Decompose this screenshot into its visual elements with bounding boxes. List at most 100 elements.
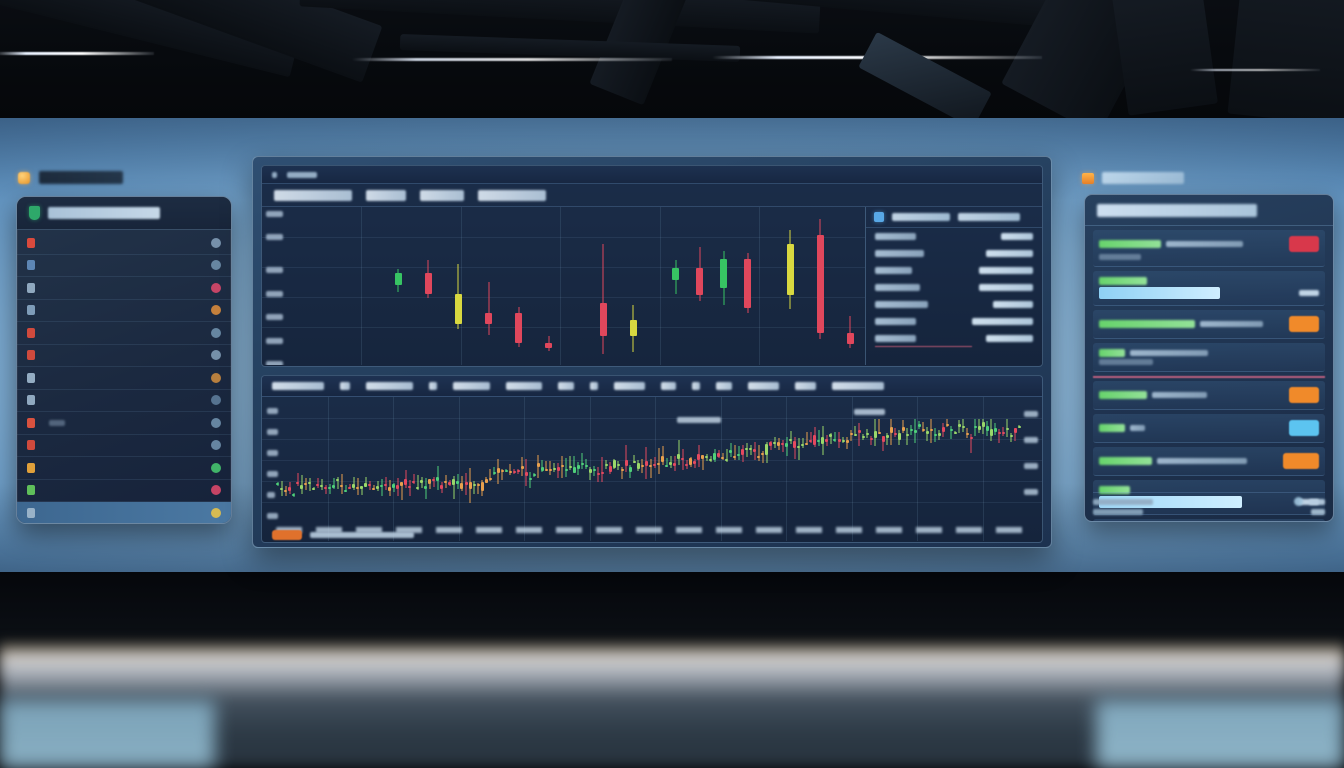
toolbar-overlay[interactable] bbox=[453, 382, 490, 390]
gridline bbox=[262, 237, 865, 238]
refresh-icon[interactable] bbox=[1294, 497, 1303, 506]
candle bbox=[921, 415, 925, 541]
sidebar-item-execution[interactable] bbox=[17, 412, 231, 435]
tab-distribution[interactable] bbox=[478, 189, 546, 201]
candle bbox=[368, 415, 372, 541]
risk-card[interactable] bbox=[1093, 310, 1325, 339]
risk-card[interactable] bbox=[1093, 380, 1325, 410]
gear-icon bbox=[27, 507, 35, 518]
sidebar-item-alerts-notices[interactable] bbox=[17, 480, 231, 502]
candle-wick bbox=[553, 462, 555, 472]
candle-wick bbox=[650, 459, 651, 478]
tab-volume-profile[interactable] bbox=[274, 189, 353, 201]
candle-wick bbox=[886, 432, 888, 445]
candle-wick bbox=[746, 443, 748, 457]
toolbar-timeframes[interactable] bbox=[831, 382, 884, 390]
price-panel-tabs[interactable] bbox=[262, 184, 1042, 207]
toolbar-1d[interactable] bbox=[340, 382, 351, 390]
candle bbox=[304, 415, 308, 541]
candle-body bbox=[424, 486, 428, 490]
candle bbox=[653, 415, 656, 541]
sidebar-item-sector-rotation[interactable] bbox=[17, 277, 231, 300]
candle-body bbox=[689, 458, 693, 465]
candle-body bbox=[564, 469, 568, 472]
candle bbox=[336, 415, 340, 541]
sidebar-item-cloud-services[interactable] bbox=[17, 390, 231, 412]
risk-card[interactable] bbox=[1093, 343, 1325, 372]
metrics-row bbox=[866, 262, 1042, 279]
sidebar-item-order-flow[interactable] bbox=[17, 300, 231, 322]
candle-body bbox=[420, 480, 424, 484]
candle-body bbox=[713, 453, 717, 460]
toolbar-log[interactable] bbox=[716, 382, 732, 390]
candle bbox=[757, 415, 761, 541]
candle bbox=[520, 415, 524, 541]
toolbar-bar[interactable] bbox=[660, 382, 677, 390]
candle bbox=[713, 415, 717, 541]
sidebar-item-macro-indicators[interactable] bbox=[17, 367, 231, 390]
candle bbox=[292, 415, 296, 541]
candle bbox=[376, 415, 380, 541]
candle bbox=[568, 415, 572, 541]
candle-body bbox=[376, 486, 380, 490]
toolbar--[interactable] bbox=[429, 382, 438, 390]
candle-body bbox=[632, 461, 636, 464]
candle-body bbox=[1013, 428, 1017, 434]
cloud-icon bbox=[27, 395, 35, 406]
risk-card[interactable] bbox=[1093, 518, 1325, 521]
y-tick-right bbox=[1023, 437, 1038, 443]
intraday-candlestick-chart[interactable] bbox=[262, 397, 1042, 541]
candle bbox=[448, 415, 452, 541]
toolbar-export[interactable] bbox=[747, 382, 780, 390]
candle-body bbox=[364, 482, 368, 487]
candle bbox=[649, 415, 652, 541]
risk-card[interactable] bbox=[1093, 271, 1325, 306]
tab-intraday[interactable] bbox=[419, 189, 465, 201]
sidebar-item-volatility-cluster[interactable] bbox=[17, 232, 231, 255]
sidebar-item-net-liquidity[interactable] bbox=[17, 255, 231, 277]
toolbar-auto[interactable] bbox=[795, 382, 816, 390]
chart-toolbar[interactable] bbox=[262, 376, 1042, 397]
toolbar-timeframe[interactable] bbox=[366, 382, 414, 390]
toolbar-candle[interactable] bbox=[613, 382, 645, 390]
candle bbox=[596, 415, 600, 541]
volume-profile-chart[interactable] bbox=[262, 207, 865, 365]
candle-body bbox=[881, 436, 885, 442]
candle bbox=[685, 415, 689, 541]
risk-card[interactable] bbox=[1093, 446, 1325, 476]
risk-card[interactable] bbox=[1093, 230, 1325, 267]
candle-body bbox=[969, 437, 973, 440]
candle-body bbox=[993, 428, 997, 432]
candle-body bbox=[520, 466, 524, 469]
candle-body bbox=[636, 462, 640, 469]
candle bbox=[985, 415, 989, 541]
toolbar-drawing[interactable] bbox=[505, 382, 542, 390]
candle-wick bbox=[529, 472, 531, 488]
globe-icon bbox=[27, 372, 35, 383]
risk-card[interactable] bbox=[1093, 413, 1325, 443]
candle-body bbox=[304, 482, 308, 485]
candle-body bbox=[981, 421, 985, 428]
toolbar--[interactable] bbox=[589, 382, 598, 390]
sidebar-item-sentiment-survey[interactable] bbox=[17, 322, 231, 345]
candle bbox=[909, 415, 913, 541]
candle bbox=[744, 215, 752, 365]
candle-body bbox=[765, 444, 769, 455]
candle bbox=[765, 415, 769, 541]
sidebar-item-watchlist[interactable] bbox=[17, 457, 231, 480]
sidebar-item-settings[interactable] bbox=[17, 502, 231, 523]
risk-progress-value bbox=[1299, 290, 1319, 296]
candle-wick bbox=[849, 316, 851, 349]
toolbar-fit[interactable] bbox=[557, 382, 574, 390]
tab-session[interactable] bbox=[366, 189, 406, 201]
candle-wick bbox=[798, 438, 800, 460]
instrument-metrics-table bbox=[865, 207, 1042, 365]
candle-body bbox=[428, 479, 432, 485]
toolbar-indicators[interactable] bbox=[272, 382, 324, 390]
candle bbox=[380, 415, 384, 541]
toolbar--[interactable] bbox=[692, 382, 701, 390]
candle-body bbox=[885, 434, 889, 439]
sidebar-item-desk-positions[interactable] bbox=[17, 435, 231, 457]
metrics-header-left bbox=[892, 213, 950, 221]
sidebar-item-correlation-matrix[interactable] bbox=[17, 345, 231, 367]
